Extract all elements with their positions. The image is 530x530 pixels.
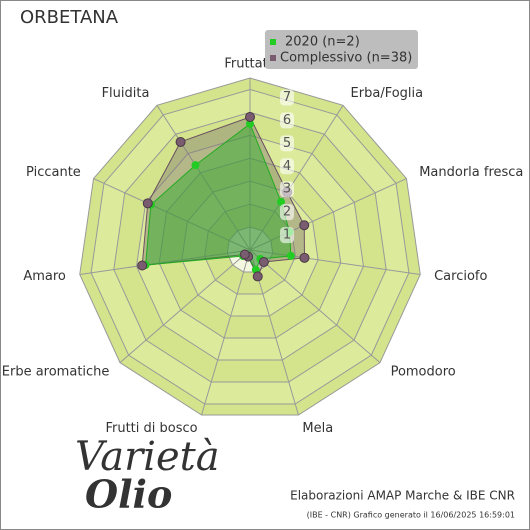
spoke: [93, 178, 251, 251]
series-area: [145, 123, 292, 271]
tick-bg: [280, 181, 294, 198]
spoke: [249, 105, 344, 251]
chart-title: ORBETANA: [20, 7, 119, 28]
tick-label: 2: [283, 205, 291, 220]
spoke: [249, 249, 381, 364]
tick-bg: [280, 204, 294, 221]
spoke: [201, 249, 251, 416]
series-area: [141, 116, 305, 278]
legend-box: [265, 30, 418, 69]
legend-swatch: [270, 39, 276, 45]
axis-label: Carciofo: [434, 269, 487, 284]
data-point: [299, 252, 310, 263]
axis-label: Erba/Foglia: [351, 86, 424, 101]
legend-label: Complessivo (n=38): [280, 51, 412, 66]
data-point: [258, 257, 269, 268]
tick-bg: [280, 158, 294, 175]
tick-label: 5: [283, 136, 291, 151]
tick-label: 4: [283, 159, 291, 174]
tick-label: 7: [283, 90, 291, 105]
axis-label: Frutti di bosco: [105, 421, 197, 436]
legend: 2020 (n=2)Complessivo (n=38): [270, 35, 412, 66]
axis-label: Amaro: [23, 269, 66, 284]
axis-label: Pomodoro: [391, 364, 456, 379]
tick-bg: [280, 89, 294, 106]
data-point: [142, 198, 153, 209]
logo-text: Olio: [85, 472, 172, 517]
tick-label: 6: [283, 113, 291, 128]
data-point: [246, 119, 254, 128]
tick-bg: [280, 227, 294, 244]
data-point: [245, 111, 255, 122]
legend-label: 2020 (n=2): [285, 35, 360, 50]
data-point: [175, 136, 186, 147]
data-point: [137, 260, 148, 271]
axis-label: Fruttato: [224, 57, 275, 72]
data-point: [286, 251, 295, 260]
data-point: [299, 220, 310, 231]
tick-bg: [280, 135, 294, 152]
spoke: [249, 178, 407, 251]
axis-label: Mandorla fresca: [419, 165, 523, 180]
data-point: [252, 271, 263, 282]
tick-bg: [280, 112, 294, 129]
axis-label: Erbe aromatiche: [2, 364, 110, 379]
radar: 1 2 3 4 5 6 7 Fruttato Erba/Foglia Mandorla fresc…: [2, 57, 524, 436]
spoke: [156, 105, 251, 251]
data-point: [276, 197, 285, 206]
tick-label: 3: [283, 182, 291, 197]
timestamp: (IBE - CNR) Grafico generato il 16/06/20…: [307, 511, 515, 520]
spoke: [249, 249, 421, 275]
data-point: [239, 249, 250, 260]
legend-swatch: [270, 55, 276, 61]
spoke: [79, 249, 251, 275]
tick-label: 1: [283, 228, 291, 243]
axis-label: Piccante: [26, 165, 81, 180]
logo-text: Varietà: [75, 434, 220, 480]
credit: Elaborazioni AMAP Marche & IBE CNR: [290, 489, 515, 503]
axis-label: Mela: [302, 421, 333, 436]
data-point: [191, 161, 200, 170]
spoke: [119, 249, 251, 364]
axis-label: Fluidita: [102, 86, 150, 101]
